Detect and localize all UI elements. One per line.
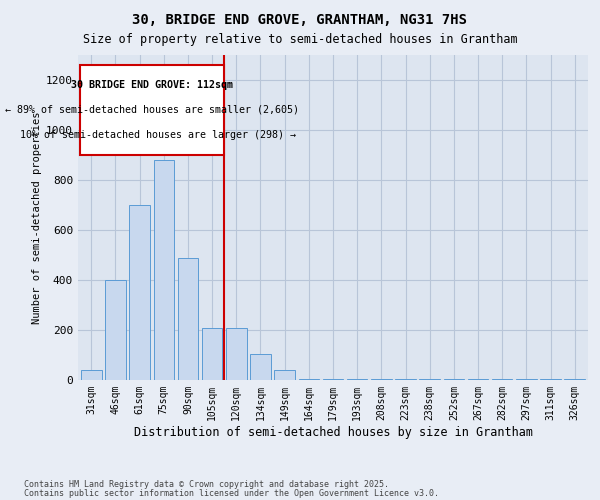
Bar xyxy=(105,280,126,380)
Bar xyxy=(226,328,247,380)
Bar xyxy=(540,379,561,380)
Bar xyxy=(395,379,416,380)
Bar xyxy=(299,379,319,380)
Bar xyxy=(154,160,174,380)
Bar xyxy=(323,379,343,380)
Text: 30, BRIDGE END GROVE, GRANTHAM, NG31 7HS: 30, BRIDGE END GROVE, GRANTHAM, NG31 7HS xyxy=(133,12,467,26)
Text: 30 BRIDGE END GROVE: 112sqm: 30 BRIDGE END GROVE: 112sqm xyxy=(71,80,233,90)
Bar xyxy=(202,328,223,380)
Text: ← 89% of semi-detached houses are smaller (2,605): ← 89% of semi-detached houses are smalle… xyxy=(5,105,299,115)
Y-axis label: Number of semi-detached properties: Number of semi-detached properties xyxy=(32,112,42,324)
Bar xyxy=(516,379,536,380)
Bar xyxy=(274,370,295,380)
Bar xyxy=(347,379,367,380)
Text: Size of property relative to semi-detached houses in Grantham: Size of property relative to semi-detach… xyxy=(83,32,517,46)
Bar xyxy=(130,205,150,380)
Bar xyxy=(81,370,101,380)
Bar xyxy=(443,379,464,380)
Text: Contains HM Land Registry data © Crown copyright and database right 2025.: Contains HM Land Registry data © Crown c… xyxy=(24,480,389,489)
Bar xyxy=(371,379,392,380)
Text: 10% of semi-detached houses are larger (298) →: 10% of semi-detached houses are larger (… xyxy=(8,130,296,140)
Text: Contains public sector information licensed under the Open Government Licence v3: Contains public sector information licen… xyxy=(24,489,439,498)
Bar xyxy=(492,379,512,380)
Bar xyxy=(419,379,440,380)
Bar xyxy=(178,258,198,380)
FancyBboxPatch shape xyxy=(80,65,224,155)
Bar xyxy=(468,379,488,380)
X-axis label: Distribution of semi-detached houses by size in Grantham: Distribution of semi-detached houses by … xyxy=(133,426,533,438)
Bar xyxy=(250,354,271,380)
Bar xyxy=(565,379,585,380)
